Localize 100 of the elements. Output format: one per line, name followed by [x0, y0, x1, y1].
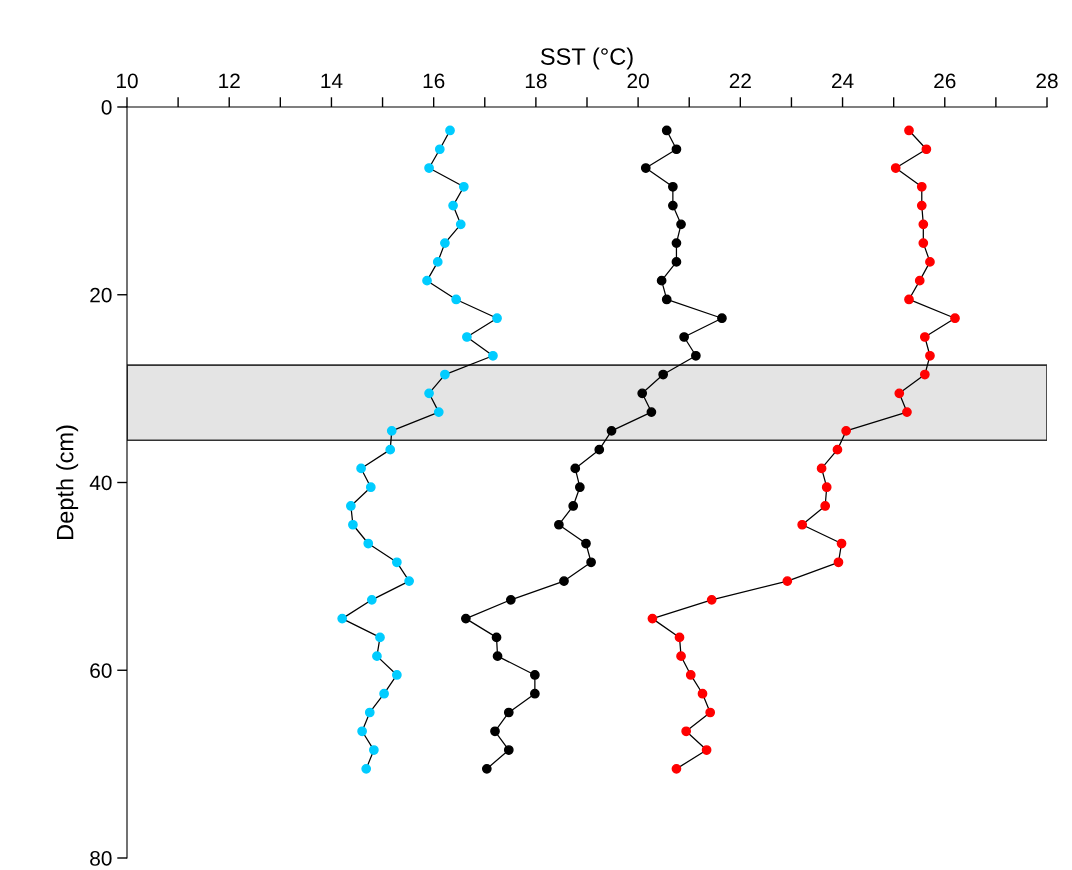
point: [681, 726, 692, 737]
point: [705, 707, 716, 718]
point: [816, 463, 827, 474]
point: [481, 763, 492, 774]
point: [570, 463, 581, 474]
point: [386, 426, 397, 436]
point: [921, 144, 932, 155]
point: [445, 125, 455, 136]
point: [661, 294, 672, 305]
x-tick-label: 24: [832, 73, 854, 89]
point: [574, 482, 585, 493]
point: [491, 632, 502, 643]
point: [919, 369, 930, 380]
point: [530, 688, 540, 699]
point: [668, 200, 678, 211]
y-axis-title: Depth (cm): [56, 425, 79, 539]
point: [904, 294, 914, 305]
x-tick-label: 10: [117, 73, 138, 89]
point: [841, 426, 851, 436]
point: [671, 257, 682, 267]
point: [836, 538, 847, 549]
point: [950, 313, 960, 324]
point: [357, 726, 367, 737]
point: [646, 407, 657, 417]
point: [364, 707, 375, 718]
point: [366, 594, 377, 605]
point: [458, 181, 469, 192]
point: [586, 557, 596, 568]
point: [433, 407, 444, 417]
point: [568, 501, 579, 511]
point: [346, 501, 356, 511]
point: [679, 332, 689, 342]
point: [461, 613, 471, 624]
point: [671, 763, 682, 774]
point: [554, 519, 564, 530]
x-tick-label: 20: [627, 73, 649, 89]
point: [919, 332, 930, 342]
point: [422, 275, 432, 286]
point: [492, 651, 503, 662]
point: [503, 745, 514, 755]
point: [676, 219, 686, 230]
point: [782, 576, 793, 586]
x-tick-label: 22: [729, 73, 751, 89]
point: [490, 726, 500, 737]
point: [361, 763, 372, 774]
point: [392, 670, 402, 680]
x-tick-label: 12: [219, 73, 240, 89]
point: [658, 369, 669, 380]
point: [820, 501, 831, 511]
point: [661, 125, 672, 136]
point: [530, 670, 540, 680]
point: [821, 482, 832, 493]
point: [647, 613, 658, 624]
point: [348, 519, 358, 530]
y-tick-label: 80: [90, 851, 112, 866]
point: [432, 257, 443, 267]
point: [717, 313, 727, 324]
y-tick-label: 40: [89, 475, 112, 491]
point: [488, 350, 498, 361]
point: [492, 313, 502, 324]
point: [455, 219, 466, 230]
point: [797, 519, 808, 530]
point: [503, 707, 514, 718]
point: [674, 632, 685, 643]
point: [691, 350, 701, 361]
point: [375, 632, 385, 643]
point: [559, 576, 569, 586]
point: [440, 369, 450, 380]
point: [671, 238, 682, 248]
x-tick-label: 16: [423, 73, 445, 89]
point: [925, 350, 935, 361]
point: [424, 163, 434, 173]
point: [685, 670, 696, 680]
point: [337, 613, 348, 624]
x-axis-title: SST (°C): [540, 47, 633, 70]
point: [356, 463, 366, 474]
point: [462, 332, 472, 342]
y-tick-label: 20: [90, 287, 112, 303]
point: [656, 275, 667, 286]
x-tick-label: 14: [321, 73, 343, 89]
y-tick-label: 0: [101, 100, 112, 115]
point: [440, 238, 450, 248]
point: [434, 144, 445, 155]
point: [671, 144, 682, 155]
point: [505, 594, 516, 605]
x-tick-label: 26: [934, 73, 956, 89]
point: [424, 388, 434, 399]
point: [668, 181, 678, 192]
point: [925, 257, 935, 267]
point: [451, 294, 462, 305]
point: [697, 688, 708, 699]
point: [640, 163, 651, 173]
point: [392, 557, 402, 568]
point: [637, 388, 648, 399]
point: [365, 482, 376, 493]
point: [701, 745, 712, 755]
point: [448, 200, 458, 211]
point: [890, 163, 901, 173]
point: [363, 538, 374, 549]
point: [918, 219, 929, 230]
